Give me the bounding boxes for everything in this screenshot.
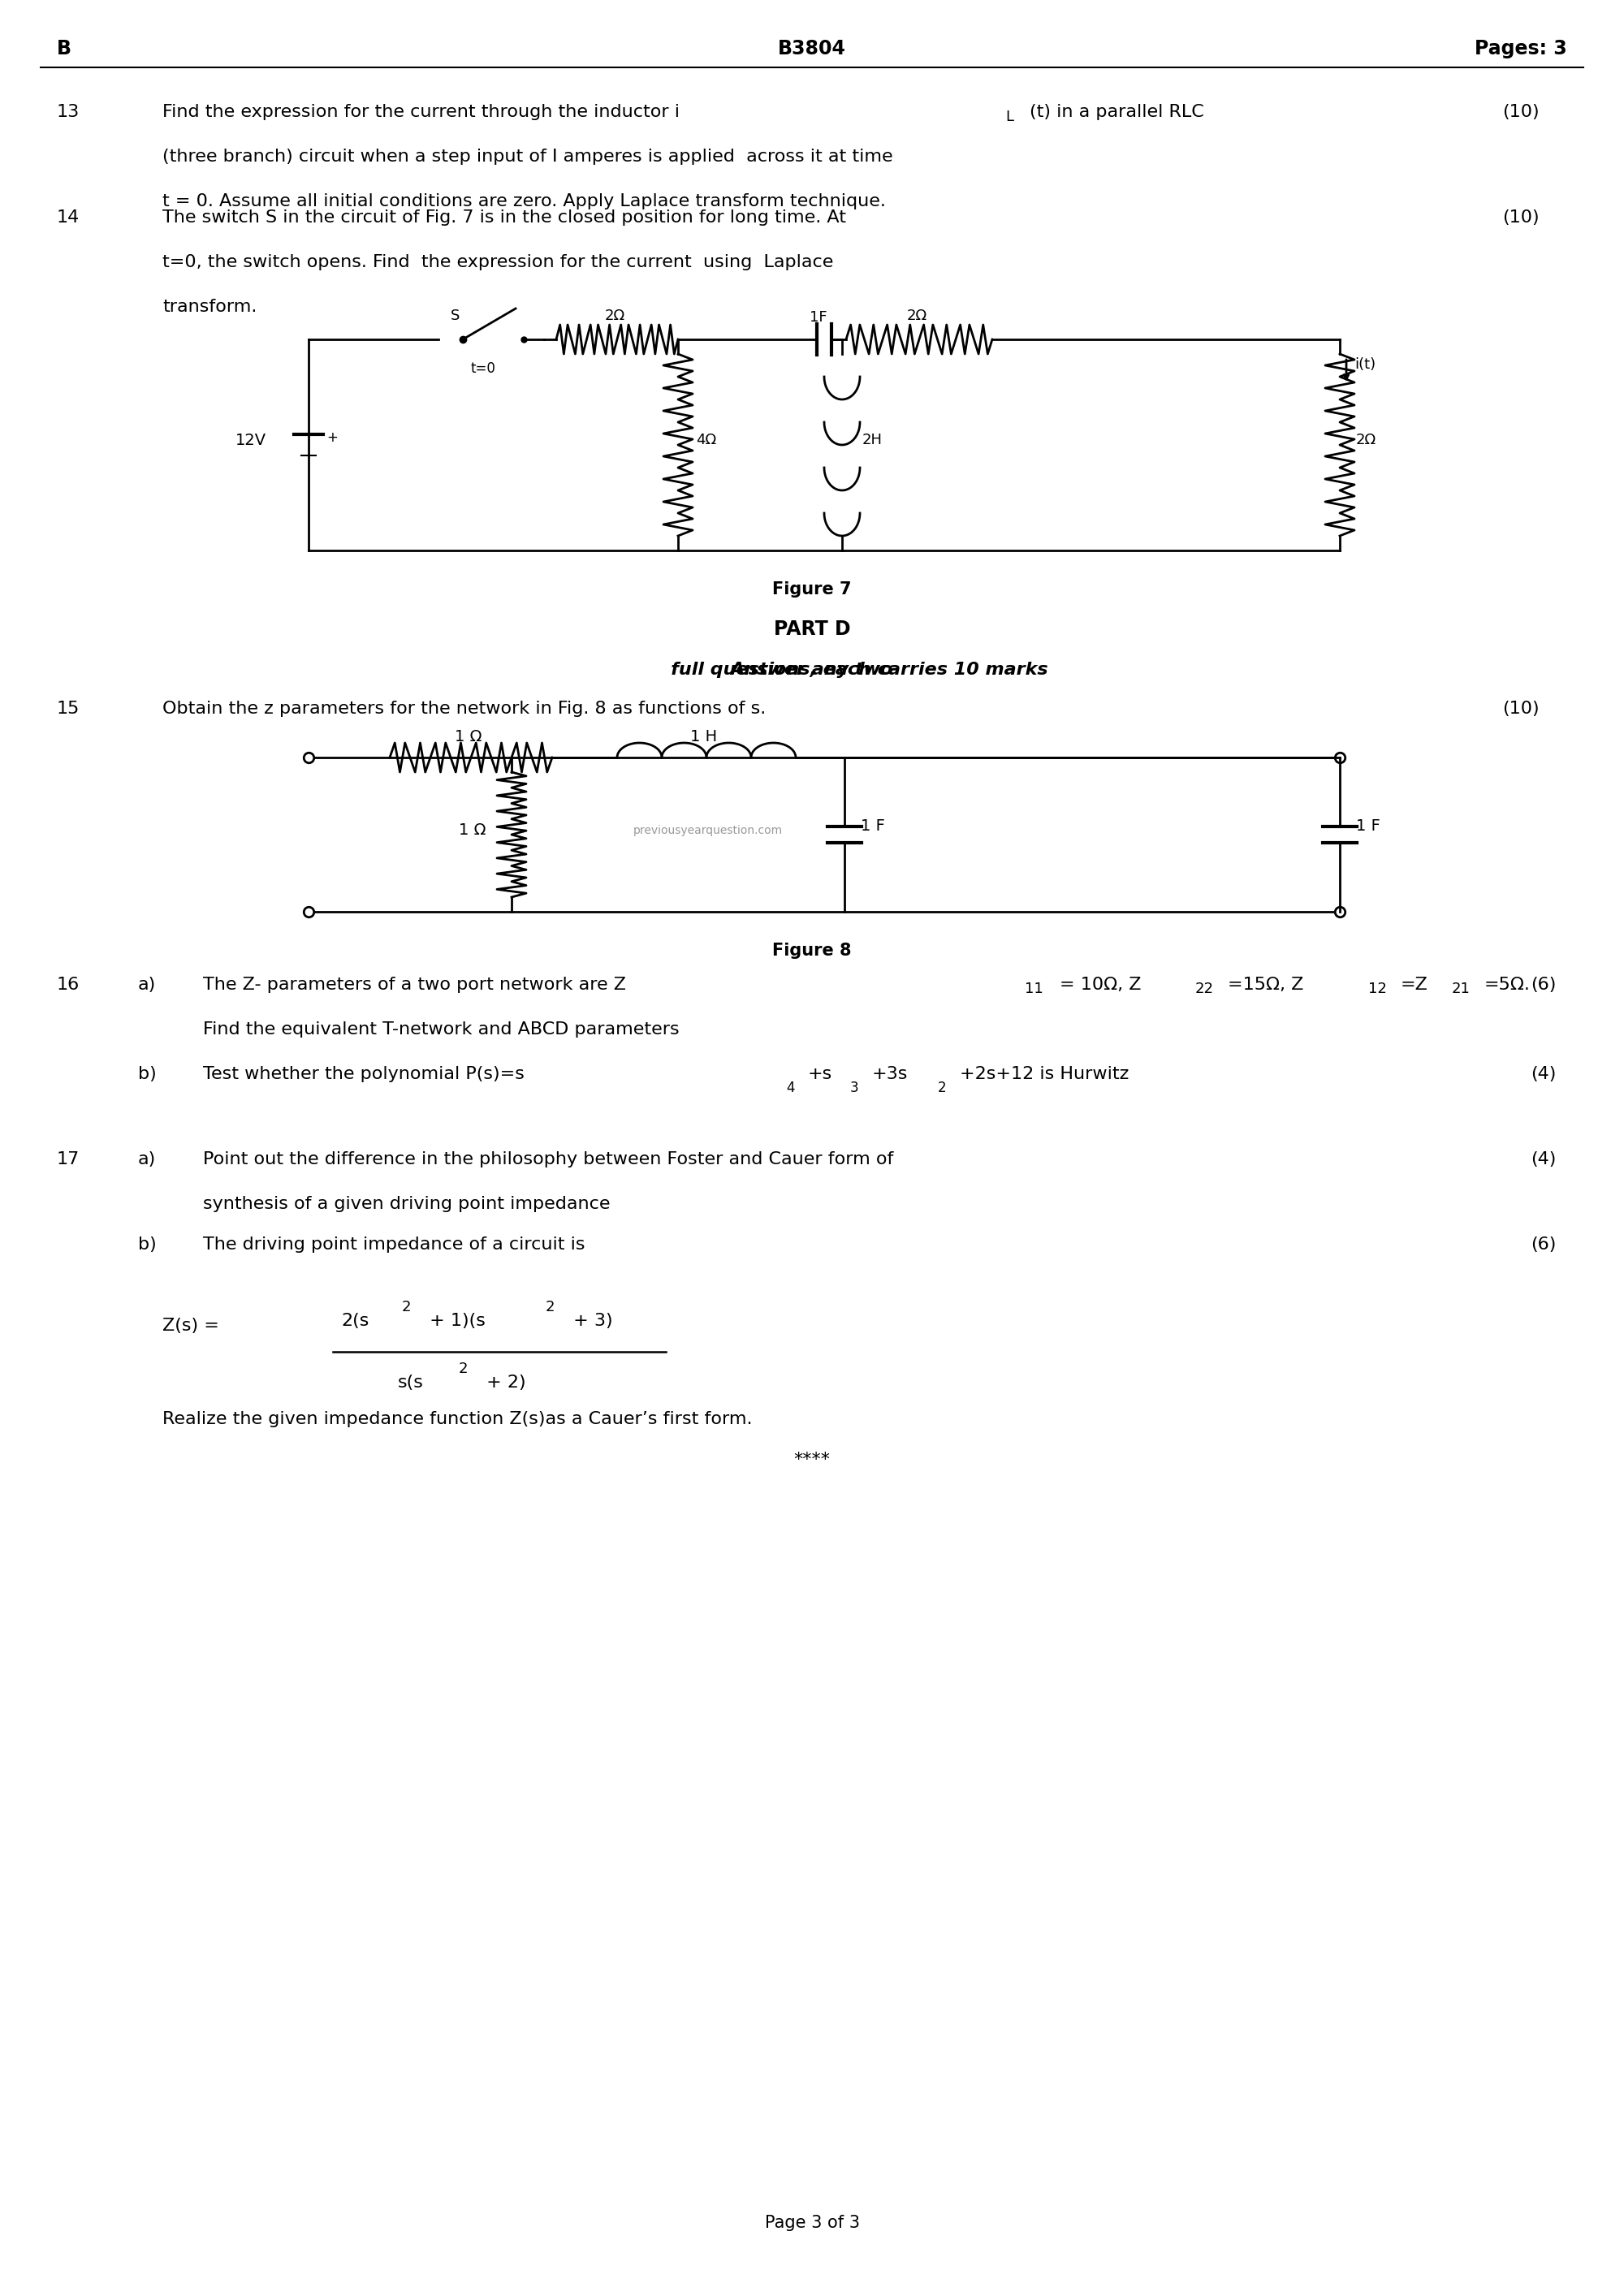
Text: 4: 4 bbox=[786, 1081, 794, 1095]
Text: 16: 16 bbox=[57, 976, 80, 992]
Text: +3s: +3s bbox=[872, 1065, 908, 1081]
Text: (10): (10) bbox=[1502, 700, 1540, 716]
Text: S: S bbox=[451, 308, 460, 324]
Text: 11: 11 bbox=[1025, 983, 1043, 996]
Text: t=0: t=0 bbox=[471, 360, 495, 377]
Text: Realize the given impedance function Z(s)as a Cauer’s first form.: Realize the given impedance function Z(s… bbox=[162, 1412, 752, 1428]
Text: 22: 22 bbox=[1195, 983, 1215, 996]
Text: s(s: s(s bbox=[398, 1375, 424, 1391]
Text: Answer any two: Answer any two bbox=[731, 661, 893, 677]
Text: L: L bbox=[1005, 110, 1013, 124]
Text: 2H: 2H bbox=[862, 432, 883, 448]
Text: Figure 7: Figure 7 bbox=[773, 581, 851, 597]
Text: B: B bbox=[57, 39, 71, 57]
Text: Z(s) =: Z(s) = bbox=[162, 1318, 219, 1334]
Text: (three branch) circuit when a step input of I amperes is applied  across it at t: (three branch) circuit when a step input… bbox=[162, 149, 893, 165]
Text: 2Ω: 2Ω bbox=[606, 308, 625, 324]
Text: (4): (4) bbox=[1531, 1065, 1556, 1081]
Text: 2: 2 bbox=[939, 1081, 947, 1095]
Text: 2: 2 bbox=[460, 1362, 468, 1375]
Text: previousyearquestion.com: previousyearquestion.com bbox=[633, 824, 783, 836]
Text: a): a) bbox=[138, 976, 156, 992]
Text: The Z- parameters of a two port network are Z: The Z- parameters of a two port network … bbox=[203, 976, 627, 992]
Text: The driving point impedance of a circuit is: The driving point impedance of a circuit… bbox=[203, 1238, 585, 1254]
Text: Pages: 3: Pages: 3 bbox=[1475, 39, 1567, 57]
Text: Find the equivalent T-network and ABCD parameters: Find the equivalent T-network and ABCD p… bbox=[203, 1022, 679, 1038]
Text: 21: 21 bbox=[1452, 983, 1470, 996]
Text: 4Ω: 4Ω bbox=[697, 432, 716, 448]
Text: transform.: transform. bbox=[162, 298, 257, 315]
Text: +: + bbox=[326, 429, 338, 445]
Text: Obtain the z parameters for the network in Fig. 8 as functions of s.: Obtain the z parameters for the network … bbox=[162, 700, 767, 716]
Text: PART D: PART D bbox=[773, 620, 851, 638]
Text: 12V: 12V bbox=[235, 432, 266, 448]
Text: 14: 14 bbox=[57, 209, 80, 225]
Text: full questions, each carries 10 marks: full questions, each carries 10 marks bbox=[577, 661, 1047, 677]
Text: The switch S in the circuit of Fig. 7 is in the closed position for long time. A: The switch S in the circuit of Fig. 7 is… bbox=[162, 209, 846, 225]
Text: + 3): + 3) bbox=[568, 1313, 612, 1329]
Text: Figure 8: Figure 8 bbox=[773, 944, 851, 960]
Text: 1 Ω: 1 Ω bbox=[460, 822, 486, 838]
Text: + 2): + 2) bbox=[481, 1375, 526, 1391]
Text: 1F: 1F bbox=[810, 310, 827, 324]
Text: 1 H: 1 H bbox=[690, 730, 718, 744]
Text: =15Ω, Z: =15Ω, Z bbox=[1228, 976, 1304, 992]
Text: b): b) bbox=[138, 1065, 156, 1081]
Text: 1 F: 1 F bbox=[1356, 817, 1380, 833]
Text: a): a) bbox=[138, 1150, 156, 1166]
Text: (6): (6) bbox=[1531, 1238, 1556, 1254]
Text: Point out the difference in the philosophy between Foster and Cauer form of: Point out the difference in the philosop… bbox=[203, 1150, 893, 1166]
Text: (10): (10) bbox=[1502, 103, 1540, 119]
Text: 3: 3 bbox=[851, 1081, 859, 1095]
Text: 2(s: 2(s bbox=[341, 1313, 369, 1329]
Text: 15: 15 bbox=[57, 700, 80, 716]
Text: t = 0. Assume all initial conditions are zero. Apply Laplace transform technique: t = 0. Assume all initial conditions are… bbox=[162, 193, 885, 209]
Text: synthesis of a given driving point impedance: synthesis of a given driving point imped… bbox=[203, 1196, 611, 1212]
Text: b): b) bbox=[138, 1238, 156, 1254]
Text: 12: 12 bbox=[1369, 983, 1387, 996]
Text: (6): (6) bbox=[1531, 976, 1556, 992]
Text: 13: 13 bbox=[57, 103, 80, 119]
Text: B3804: B3804 bbox=[778, 39, 846, 57]
Text: Find the expression for the current through the inductor i: Find the expression for the current thro… bbox=[162, 103, 679, 119]
Text: t=0, the switch opens. Find  the expression for the current  using  Laplace: t=0, the switch opens. Find the expressi… bbox=[162, 255, 833, 271]
Text: ****: **** bbox=[794, 1451, 830, 1467]
Text: 2Ω: 2Ω bbox=[908, 308, 927, 324]
Text: + 1)(s: + 1)(s bbox=[424, 1313, 486, 1329]
Text: +2s+12 is Hurwitz: +2s+12 is Hurwitz bbox=[960, 1065, 1129, 1081]
Text: =5Ω.: =5Ω. bbox=[1484, 976, 1530, 992]
Text: = 10Ω, Z: = 10Ω, Z bbox=[1059, 976, 1142, 992]
Text: =Z: =Z bbox=[1400, 976, 1427, 992]
Text: 2: 2 bbox=[546, 1300, 555, 1313]
Text: 1 F: 1 F bbox=[861, 817, 885, 833]
Text: Page 3 of 3: Page 3 of 3 bbox=[765, 2216, 859, 2232]
Text: Test whether the polynomial P(s)=s: Test whether the polynomial P(s)=s bbox=[203, 1065, 525, 1081]
Text: (4): (4) bbox=[1531, 1150, 1556, 1166]
Text: 2: 2 bbox=[403, 1300, 411, 1313]
Text: 2Ω: 2Ω bbox=[1356, 432, 1377, 448]
Text: 17: 17 bbox=[57, 1150, 80, 1166]
Text: i(t): i(t) bbox=[1354, 358, 1376, 372]
Text: 1 Ω: 1 Ω bbox=[455, 730, 482, 744]
Text: (10): (10) bbox=[1502, 209, 1540, 225]
Text: (t) in a parallel RLC: (t) in a parallel RLC bbox=[1030, 103, 1203, 119]
Text: +s: +s bbox=[807, 1065, 833, 1081]
